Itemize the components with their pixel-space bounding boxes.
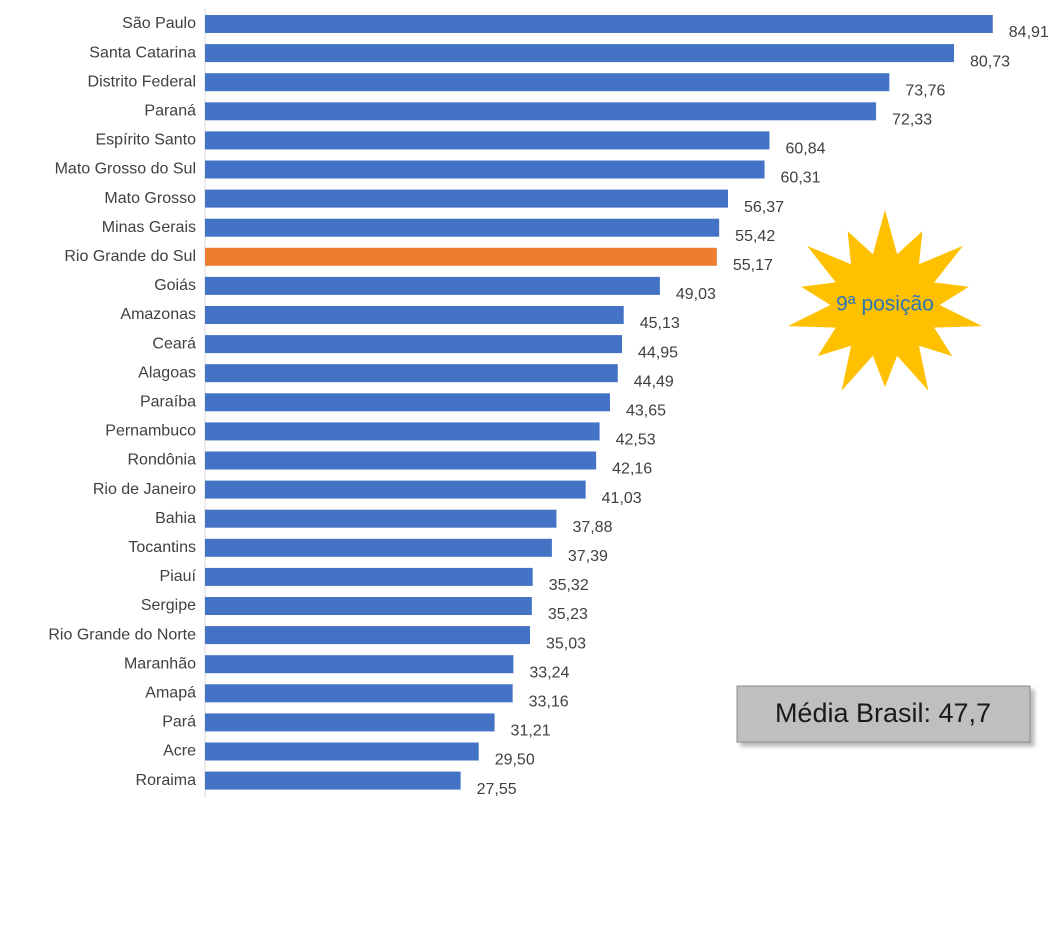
y-tick-label: Espírito Santo: [96, 132, 197, 149]
y-tick-label: Acre: [163, 743, 196, 760]
y-tick-label: Alagoas: [138, 364, 196, 381]
y-tick-label: Rio Grande do Norte: [48, 626, 196, 643]
bar: [205, 44, 954, 63]
bar: [205, 480, 586, 499]
bar: [205, 131, 770, 150]
bar: [205, 684, 513, 703]
y-tick-label: Paraná: [144, 103, 196, 120]
value-label: 73,76: [905, 82, 945, 99]
y-tick-label: Santa Catarina: [89, 44, 196, 61]
bar: [205, 393, 610, 412]
value-label: 55,42: [735, 228, 775, 245]
y-tick-label: São Paulo: [122, 15, 196, 32]
value-label: 31,21: [511, 723, 551, 740]
value-label: 43,65: [626, 403, 666, 420]
bar: [205, 189, 728, 208]
value-label: 41,03: [602, 490, 642, 507]
bar: [205, 626, 531, 645]
value-label: 44,49: [634, 373, 674, 390]
bar: [205, 655, 514, 674]
y-tick-label: Amapá: [145, 685, 196, 702]
y-tick-label: Roraima: [136, 772, 197, 789]
y-tick-label: Pará: [162, 714, 196, 731]
y-tick-label: Pernambuco: [105, 423, 196, 440]
value-label: 80,73: [970, 53, 1010, 70]
value-label: 33,24: [529, 664, 569, 681]
value-label: 42,53: [616, 432, 656, 449]
y-tick-label: Distrito Federal: [88, 73, 196, 90]
y-tick-label: Mato Grosso: [104, 190, 196, 207]
bar: [205, 509, 557, 528]
y-tick-label: Goiás: [154, 277, 196, 294]
annotation: 9ª posição: [836, 293, 934, 316]
y-tick-label: Bahia: [155, 510, 196, 527]
value-label: 35,23: [548, 606, 588, 623]
bar: [205, 218, 720, 237]
value-label: 60,31: [781, 170, 821, 187]
bar: [205, 742, 479, 761]
value-label: 42,16: [612, 461, 652, 478]
y-tick-label: Paraíba: [140, 394, 196, 411]
bar: [205, 335, 623, 354]
average-box: [736, 685, 1031, 743]
bar: [205, 306, 624, 324]
bar: [205, 102, 877, 121]
value-label: 29,50: [495, 752, 535, 769]
value-label: 55,17: [733, 257, 773, 274]
value-label: 35,32: [549, 577, 589, 594]
bar: [205, 538, 552, 557]
y-tick-label: Tocantins: [128, 539, 196, 556]
value-label: 56,37: [744, 199, 784, 216]
value-label: 37,88: [572, 519, 612, 536]
bar: [205, 422, 600, 441]
y-tick-label: Rio de Janeiro: [93, 481, 196, 498]
bar: [205, 451, 597, 470]
annotation: Média Brasil: 47,7: [775, 698, 991, 728]
bar: [205, 364, 618, 383]
starburst: [787, 210, 983, 391]
value-label: 37,39: [568, 548, 608, 565]
bar: [205, 160, 765, 179]
value-label: 72,33: [892, 112, 932, 129]
bar: [205, 247, 717, 266]
bar: [205, 276, 660, 295]
value-label: 44,95: [638, 344, 678, 361]
y-tick-label: Amazonas: [120, 306, 196, 323]
y-tick-label: Rio Grande do Sul: [64, 248, 196, 265]
bar: [205, 567, 533, 586]
value-label: 84,91: [1009, 24, 1049, 41]
y-tick-label: Maranhão: [124, 655, 196, 672]
value-label: 33,16: [529, 694, 569, 711]
bar: [205, 73, 890, 92]
value-label: 45,13: [640, 315, 680, 332]
y-tick-label: Ceará: [152, 335, 196, 352]
value-label: 49,03: [676, 286, 716, 303]
bar: [205, 771, 461, 790]
y-tick-label: Minas Gerais: [102, 219, 196, 236]
value-label: 60,84: [785, 141, 825, 158]
y-tick-label: Rondônia: [128, 452, 197, 469]
value-label: 35,03: [546, 635, 586, 652]
bar: [205, 713, 495, 732]
y-tick-label: Piauí: [160, 568, 197, 585]
bar: [205, 597, 532, 615]
y-tick-label: Sergipe: [141, 597, 196, 614]
bar: [205, 15, 993, 33]
value-label: 27,55: [477, 781, 517, 798]
y-tick-label: Mato Grosso do Sul: [55, 161, 196, 178]
